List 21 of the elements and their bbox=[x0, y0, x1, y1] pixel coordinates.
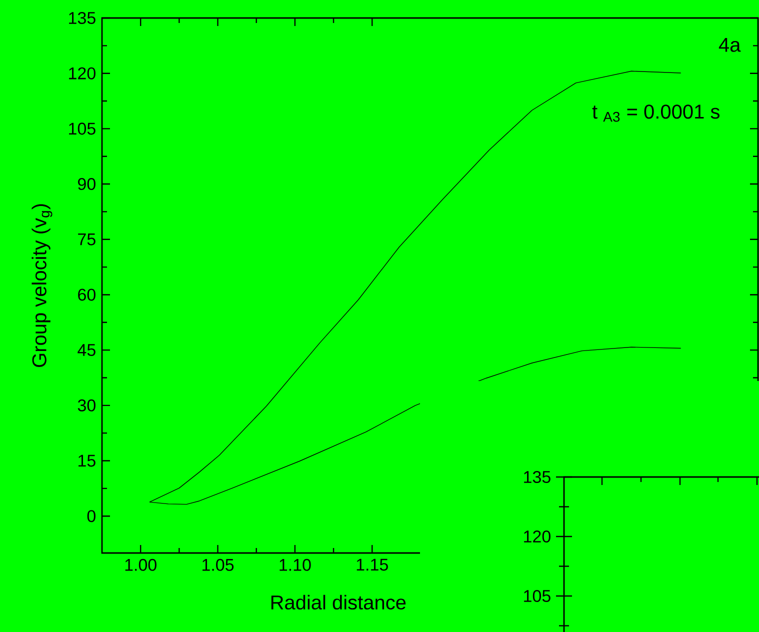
annotation: 4a bbox=[718, 38, 741, 52]
y-tick-label: 0 bbox=[87, 510, 96, 522]
x-tick-label: 1.05 bbox=[202, 558, 234, 571]
annotation: t $_{A3}$ = 0.0001 s bbox=[592, 104, 720, 122]
x-axis-title: Radial distance bbox=[271, 594, 406, 610]
x-tick-label: 1.15 bbox=[356, 558, 388, 571]
y-tick-label: 60 bbox=[78, 288, 96, 301]
y-tick-label: 135 bbox=[69, 12, 96, 24]
text: 105 bbox=[524, 590, 550, 602]
y-tick-label: 15 bbox=[78, 454, 96, 467]
y-tick-label: 75 bbox=[78, 233, 96, 246]
annotation: 120 bbox=[524, 530, 550, 543]
y-axis-title: Group velocity (v$_{g}$) bbox=[32, 204, 52, 367]
y-tick-label: 45 bbox=[78, 344, 96, 356]
y-tick-label: 105 bbox=[69, 122, 96, 135]
y-tick-label: 30 bbox=[78, 399, 96, 412]
annotation: 135 bbox=[524, 470, 550, 484]
y-tick-label: 90 bbox=[78, 178, 96, 190]
x-tick-label: 1.10 bbox=[280, 558, 311, 571]
x-tick-label: 1.00 bbox=[125, 558, 156, 571]
y-tick-label: 120 bbox=[69, 67, 96, 80]
